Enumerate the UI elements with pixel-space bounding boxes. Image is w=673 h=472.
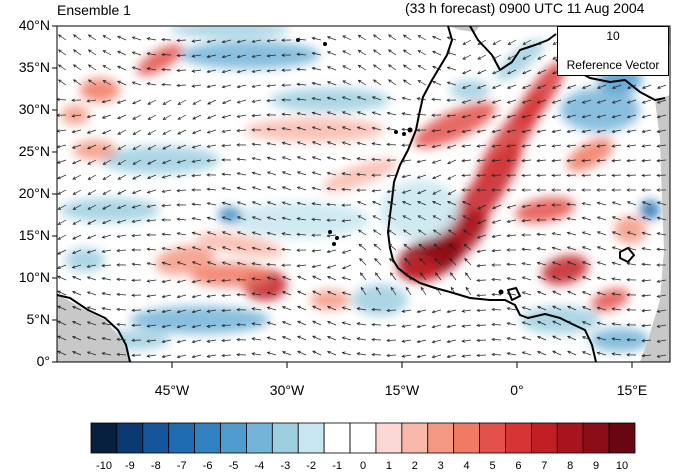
colorbar-swatch xyxy=(221,423,247,453)
colorbar-swatch xyxy=(505,423,531,453)
colorbar-swatch xyxy=(480,423,506,453)
lat-label-10n: 10°N xyxy=(2,269,50,285)
colorbar-label: -10 xyxy=(92,460,116,472)
lat-label-0: 0° xyxy=(2,353,50,369)
colorbar-label: 6 xyxy=(506,460,530,472)
anomaly-patch xyxy=(560,88,640,132)
lat-label-15n: 15°N xyxy=(2,227,50,243)
colorbar-label: -5 xyxy=(222,460,246,472)
colorbar-swatch xyxy=(350,423,376,453)
lon-label-30w: 30°W xyxy=(257,382,317,398)
colorbar-label: -8 xyxy=(144,460,168,472)
colorbar-label: -7 xyxy=(170,460,194,472)
colorbar-label: -6 xyxy=(196,460,220,472)
anomaly-patch xyxy=(614,216,646,244)
colorbar-swatch xyxy=(169,423,195,453)
colorbar-label: -2 xyxy=(299,460,323,472)
colorbar-swatch xyxy=(609,423,635,453)
colorbar-label: 3 xyxy=(429,460,453,472)
colorbar-label: 2 xyxy=(403,460,427,472)
lon-label-15e: 15°E xyxy=(602,382,662,398)
colorbar-label: -4 xyxy=(247,460,271,472)
colorbar-label: 7 xyxy=(532,460,556,472)
colorbar-label: 0 xyxy=(351,460,375,472)
colorbar-label: 9 xyxy=(584,460,608,472)
lat-label-20n: 20°N xyxy=(2,185,50,201)
lon-label-15w: 15°W xyxy=(372,382,432,398)
anomaly-patch xyxy=(100,146,220,174)
colorbar-swatch xyxy=(557,423,583,453)
lat-label-25n: 25°N xyxy=(2,143,50,159)
colorbar-swatch xyxy=(376,423,402,453)
colorbar-label: -1 xyxy=(325,460,349,472)
colorbar-swatch xyxy=(298,423,324,453)
reference-vector-label: Reference Vector xyxy=(558,58,668,72)
colorbar-label: 8 xyxy=(558,460,582,472)
colorbar-swatch xyxy=(117,423,143,453)
anomaly-patch xyxy=(245,118,385,142)
colorbar-label: 1 xyxy=(377,460,401,472)
lat-label-30n: 30°N xyxy=(2,101,50,117)
anomaly-patch xyxy=(218,207,242,223)
lon-label-45w: 45°W xyxy=(142,382,202,398)
colorbar-swatch xyxy=(272,423,298,453)
colorbar-swatch xyxy=(246,423,272,453)
colorbar-swatch xyxy=(91,423,117,453)
colorbar-swatch xyxy=(402,423,428,453)
colorbar-label: -3 xyxy=(273,460,297,472)
lat-label-40n: 40°N xyxy=(2,17,50,33)
reference-vector-magnitude: 10 xyxy=(558,29,668,43)
anomaly-patch xyxy=(450,80,490,100)
lon-ticks xyxy=(172,362,632,368)
lon-label-0: 0° xyxy=(487,382,547,398)
colorbar-swatch xyxy=(428,423,454,453)
colorbar-swatch xyxy=(195,423,221,453)
anomaly-patch xyxy=(352,284,408,316)
lat-ticks xyxy=(52,26,57,362)
colorbar-label: -9 xyxy=(118,460,142,472)
anomaly-patch xyxy=(73,140,117,160)
anomaly-patch xyxy=(80,78,120,102)
colorbar-swatch xyxy=(143,423,169,453)
colorbar-swatch xyxy=(454,423,480,453)
anomaly-patch xyxy=(170,22,290,38)
reference-vector-legend: 10 Reference Vector xyxy=(557,26,669,76)
anomaly-patch xyxy=(60,198,160,222)
colorbar xyxy=(91,423,635,453)
anomaly-patch xyxy=(398,258,442,282)
lat-label-35n: 35°N xyxy=(2,59,50,75)
colorbar-label: 4 xyxy=(455,460,479,472)
colorbar-swatch xyxy=(324,423,350,453)
colorbar-swatch xyxy=(531,423,557,453)
lat-label-5n: 5°N xyxy=(2,311,50,327)
colorbar-label: 5 xyxy=(481,460,505,472)
anomaly-patch xyxy=(520,306,600,334)
colorbar-label: 10 xyxy=(610,460,634,472)
colorbar-swatch xyxy=(583,423,609,453)
anomaly-patch xyxy=(65,248,105,272)
